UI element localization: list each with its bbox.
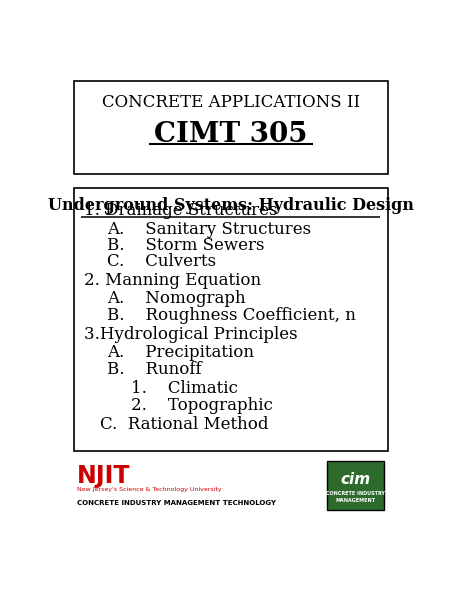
FancyBboxPatch shape [74,81,387,173]
Text: 1.    Climatic: 1. Climatic [131,380,238,397]
Text: A.    Sanitary Structures: A. Sanitary Structures [107,221,311,238]
Text: New Jersey's Science & Technology University: New Jersey's Science & Technology Univer… [77,487,222,492]
Text: 3.Hydrological Principles: 3.Hydrological Principles [84,326,298,343]
Text: CONCRETE APPLICATIONS II: CONCRETE APPLICATIONS II [102,94,360,110]
Text: CONCRETE INDUSTRY
MANAGEMENT: CONCRETE INDUSTRY MANAGEMENT [326,491,385,503]
Text: B.    Runoff: B. Runoff [107,361,202,379]
Text: 2. Manning Equation: 2. Manning Equation [84,272,261,289]
Text: 1. Drainage Structures: 1. Drainage Structures [84,202,278,219]
Text: CIMT 305: CIMT 305 [154,121,307,148]
Text: A.    Nomograph: A. Nomograph [107,290,245,307]
Text: Underground Systems: Hydraulic Design: Underground Systems: Hydraulic Design [48,197,414,214]
Text: C.    Culverts: C. Culverts [107,253,216,270]
Text: NJIT: NJIT [77,464,130,488]
Text: C.  Rational Method: C. Rational Method [100,416,268,433]
FancyBboxPatch shape [74,187,387,451]
Text: 2.    Topographic: 2. Topographic [131,397,273,414]
Text: B.    Storm Sewers: B. Storm Sewers [107,237,264,254]
FancyBboxPatch shape [327,461,384,510]
Text: A.    Precipitation: A. Precipitation [107,344,254,361]
Text: cim: cim [340,472,370,487]
Text: CONCRETE INDUSTRY MANAGEMENT TECHNOLOGY: CONCRETE INDUSTRY MANAGEMENT TECHNOLOGY [77,500,276,506]
Text: B.    Roughness Coefficient, n: B. Roughness Coefficient, n [107,307,356,324]
